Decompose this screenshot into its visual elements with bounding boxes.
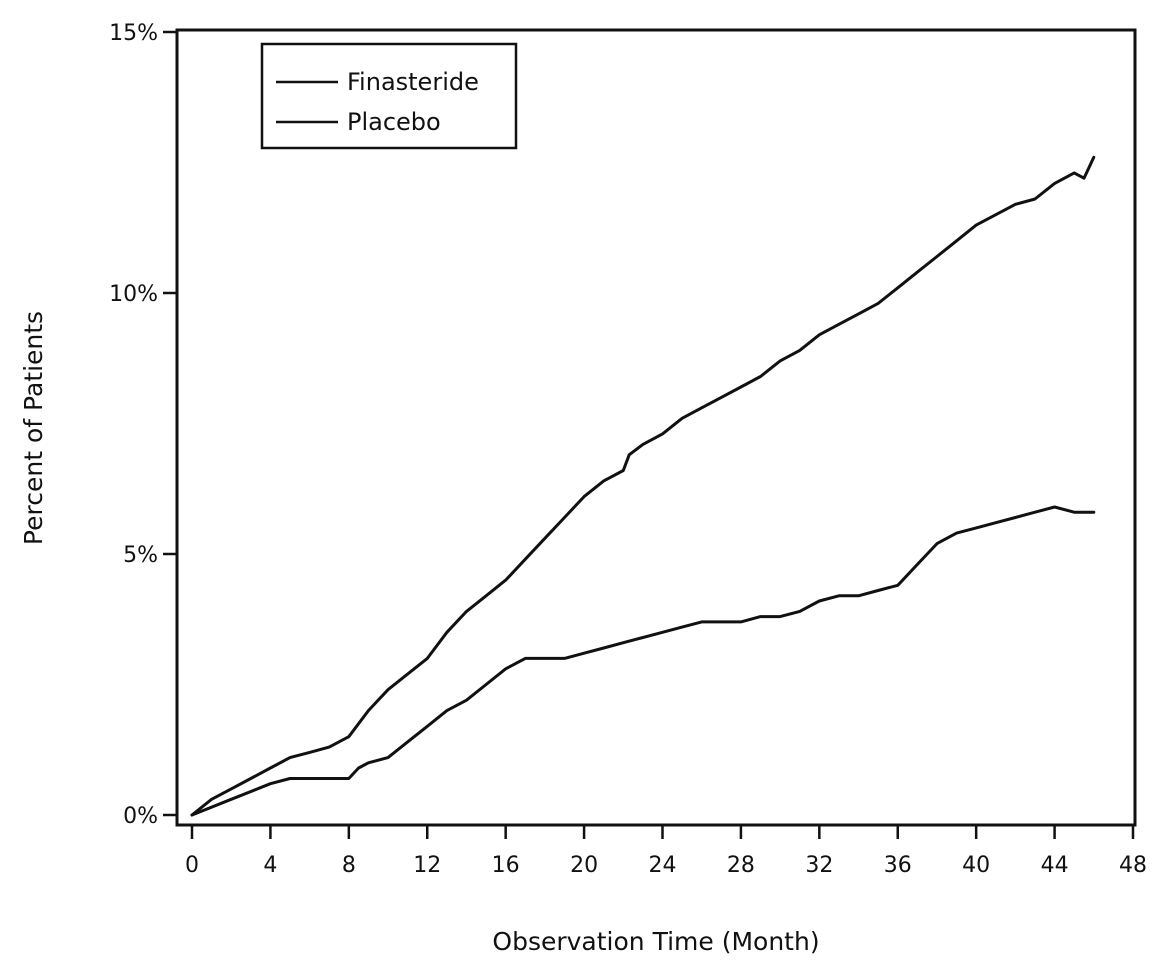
x-tick-label: 4 xyxy=(263,853,277,878)
x-tick-label: 12 xyxy=(413,853,441,878)
x-tick-label: 48 xyxy=(1119,853,1147,878)
x-axis-ticks: 0 4 8 12 16 20 24 28 32 36 40 44 48 xyxy=(185,825,1147,878)
y-axis-ticks: 0% 5% 10% 15% xyxy=(109,21,177,829)
x-tick-label: 16 xyxy=(492,853,520,878)
series-layer xyxy=(190,155,1096,817)
y-axis-title: Percent of Patients xyxy=(19,311,48,545)
x-tick-label: 28 xyxy=(727,853,755,878)
x-axis-title: Observation Time (Month) xyxy=(492,927,819,956)
plot-area xyxy=(175,28,1137,827)
x-tick-label: 8 xyxy=(342,853,356,878)
y-tick-label: 5% xyxy=(123,543,158,568)
legend-label-finasteride: Finasteride xyxy=(347,68,479,96)
x-tick-label: 20 xyxy=(570,853,598,878)
series-line-finasteride xyxy=(190,505,1096,817)
y-tick-label: 10% xyxy=(109,282,158,307)
x-tick-label: 24 xyxy=(649,853,677,878)
y-tick-label: 15% xyxy=(109,21,158,46)
x-tick-label: 40 xyxy=(962,853,990,878)
legend-box xyxy=(260,42,518,150)
x-tick-label: 44 xyxy=(1041,853,1069,878)
legend-label-placebo: Placebo xyxy=(347,108,441,136)
x-tick-label: 32 xyxy=(805,853,833,878)
series-line-placebo xyxy=(190,155,1096,817)
x-tick-label: 0 xyxy=(185,853,199,878)
legend: Finasteride Placebo xyxy=(260,42,518,150)
y-tick-label: 0% xyxy=(123,804,158,829)
x-tick-label: 36 xyxy=(884,853,912,878)
